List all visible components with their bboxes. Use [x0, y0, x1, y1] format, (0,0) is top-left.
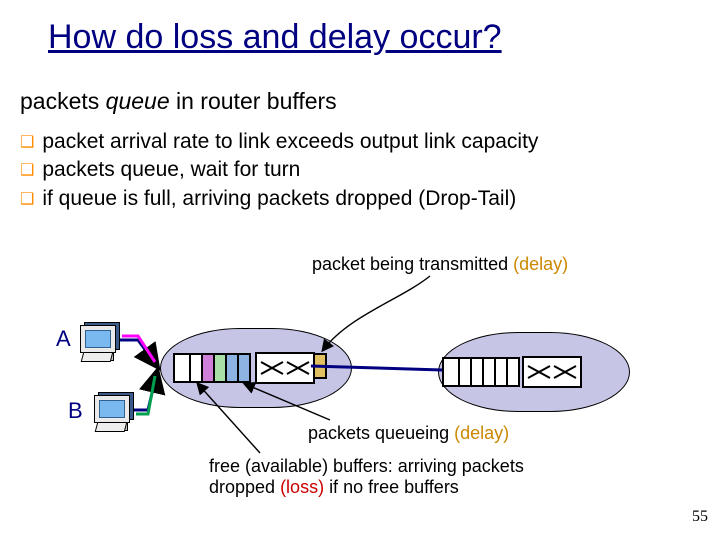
subhead-suffix: in router buffers: [170, 88, 337, 114]
annotation-free-loss: (loss): [280, 477, 329, 497]
host-a-label: A: [56, 326, 71, 352]
bullet-marker-icon: ❑: [20, 160, 34, 182]
annotation-queue: packets queueing (delay): [303, 421, 514, 446]
subhead-italic: queue: [106, 88, 170, 114]
host-b-label: B: [68, 398, 83, 424]
annotation-free: free (available) buffers: arriving packe…: [204, 454, 529, 499]
host-b-icon: [94, 392, 140, 432]
bullet-list: ❑ packet arrival rate to link exceeds ou…: [20, 128, 538, 213]
annotation-queue-text: packets queueing: [308, 423, 454, 443]
annotation-tx: packet being transmitted (delay): [307, 252, 573, 277]
bullet-marker-icon: ❑: [20, 189, 34, 211]
annotation-free-l1: free (available) buffers: arriving packe…: [209, 456, 524, 477]
bullet-item: ❑ if queue is full, arriving packets dro…: [20, 185, 538, 213]
bullet-text: packets queue, wait for turn: [42, 156, 300, 184]
subhead-prefix: packets: [20, 88, 106, 114]
bullet-text: packet arrival rate to link exceeds outp…: [42, 128, 538, 156]
bullet-marker-icon: ❑: [20, 132, 34, 154]
router-queue-2: [442, 357, 520, 387]
bullet-item: ❑ packets queue, wait for turn: [20, 156, 538, 184]
page-number: 55: [692, 508, 708, 526]
router-queue-1: [173, 353, 251, 383]
annotation-tx-text: packet being transmitted: [312, 254, 513, 274]
router-1-icon: [255, 352, 315, 384]
tx-packet: [313, 353, 327, 379]
router-2-icon: [522, 356, 582, 388]
annotation-tx-delay: (delay): [513, 254, 568, 274]
bullet-item: ❑ packet arrival rate to link exceeds ou…: [20, 128, 538, 156]
host-a-icon: [80, 322, 126, 362]
bullet-text: if queue is full, arriving packets dropp…: [42, 185, 516, 213]
slide-subheading: packets queue in router buffers: [20, 88, 337, 115]
annotation-queue-delay: (delay): [454, 423, 509, 443]
annotation-free-l2: dropped (loss) if no free buffers: [209, 477, 524, 498]
slide-title: How do loss and delay occur?: [48, 18, 502, 57]
